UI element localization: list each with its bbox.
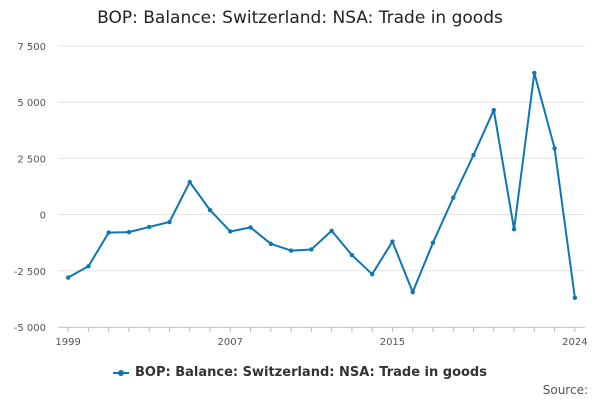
x-axis: 1999 2007 2015 2024 (55, 327, 588, 348)
data-point[interactable] (65, 275, 71, 280)
legend-label: BOP: Balance: Switzerland: NSA: Trade in… (135, 365, 487, 380)
x-tick-label: 2015 (380, 337, 405, 348)
data-point[interactable] (268, 241, 274, 247)
data-point[interactable] (126, 229, 132, 235)
x-tick-label: 2024 (562, 337, 587, 348)
data-point[interactable] (187, 179, 192, 185)
grid (58, 45, 585, 328)
data-point[interactable] (329, 228, 334, 233)
y-tick-label: -5 000 (14, 323, 46, 334)
data-point[interactable] (86, 264, 91, 269)
legend[interactable]: BOP: Balance: Switzerland: NSA: Trade in… (0, 365, 600, 380)
y-tick-label: 7 500 (17, 42, 46, 53)
y-tick-label: -2 500 (14, 267, 46, 278)
x-tick-label: 1999 (55, 337, 80, 348)
data-point[interactable] (390, 239, 395, 244)
data-point[interactable] (167, 219, 172, 225)
data-point[interactable] (309, 247, 314, 252)
data-point[interactable] (288, 248, 294, 253)
data-point[interactable] (471, 152, 476, 158)
y-tick-label: 2 500 (17, 154, 46, 165)
y-axis: 7 500 5 000 2 500 0 -2 500 -5 000 (14, 42, 46, 334)
data-point[interactable] (410, 289, 415, 295)
data-point[interactable] (532, 70, 537, 76)
data-point[interactable] (248, 225, 253, 230)
y-tick-label: 5 000 (17, 98, 46, 109)
data-point[interactable] (369, 271, 375, 277)
data-point[interactable] (430, 240, 436, 245)
data-point[interactable] (207, 207, 213, 213)
data-point[interactable] (228, 229, 233, 234)
data-point[interactable] (552, 146, 557, 151)
legend-swatch (113, 368, 130, 378)
data-point[interactable] (147, 224, 152, 230)
data-point[interactable] (511, 227, 517, 232)
y-tick-label: 0 (40, 211, 46, 222)
series-line (67, 71, 576, 298)
data-point[interactable] (572, 295, 578, 300)
data-point[interactable] (349, 252, 355, 258)
data-point[interactable] (106, 230, 111, 235)
series-layer (65, 70, 578, 300)
source-label: Source: (542, 383, 588, 397)
data-point[interactable] (491, 107, 496, 113)
x-tick-label: 2007 (218, 337, 243, 348)
data-point[interactable] (451, 195, 456, 200)
chart-title: BOP: Balance: Switzerland: NSA: Trade in… (97, 8, 503, 28)
